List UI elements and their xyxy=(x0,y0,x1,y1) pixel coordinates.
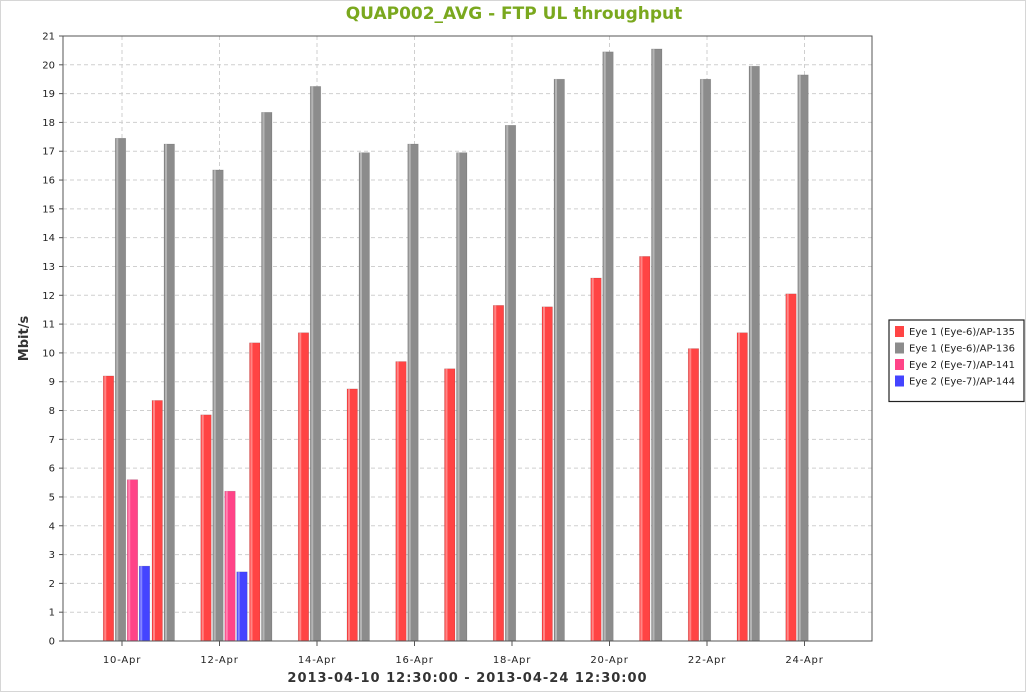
x-axis-ticks: 10-Apr 12-Apr 14-Apr 16-Apr 18-Apr 20-Apr 22-A… xyxy=(103,641,823,666)
bar-highlight xyxy=(299,332,302,641)
x-axis-label: 2013-04-10 12:30:00 - 2013-04-24 12:30:0… xyxy=(287,671,647,686)
bar-highlight xyxy=(640,256,643,641)
y-tick-label: 11 xyxy=(42,320,55,331)
y-tick-label: 6 xyxy=(49,464,55,475)
y-tick-label: 17 xyxy=(42,147,55,158)
y-tick-label: 18 xyxy=(42,118,55,129)
y-tick-label: 3 xyxy=(49,550,55,561)
plot-area xyxy=(62,35,873,642)
bar-highlight xyxy=(445,368,448,641)
y-tick-label: 16 xyxy=(42,176,55,187)
legend-swatch xyxy=(895,326,904,337)
y-tick-label: 5 xyxy=(49,492,55,503)
bar-highlight xyxy=(262,112,265,642)
bar-highlight xyxy=(738,332,740,641)
legend-entry: Eye 2 (Eye-7)/AP-141 xyxy=(909,360,1015,371)
y-tick-label: 1 xyxy=(49,608,55,619)
bar-highlight xyxy=(153,400,155,641)
y-tick-label: 9 xyxy=(49,377,55,388)
y-tick-label: 2 xyxy=(49,579,55,590)
y-tick-label: 13 xyxy=(42,262,55,273)
bar-highlight xyxy=(457,152,460,641)
x-tick-label: 12-Apr xyxy=(200,655,238,666)
bar-highlight xyxy=(506,125,509,642)
legend-swatch xyxy=(895,359,904,370)
y-tick-label: 0 xyxy=(49,637,55,648)
legend-swatch xyxy=(895,342,904,354)
bar-highlight xyxy=(591,278,594,641)
bar-highlight xyxy=(360,152,362,641)
bar-highlight xyxy=(128,479,131,641)
legend-swatch xyxy=(895,375,904,387)
bar-highlight xyxy=(701,79,704,641)
y-tick-label: 19 xyxy=(42,89,55,100)
x-tick-label: 16-Apr xyxy=(395,655,433,666)
bar-highlight xyxy=(348,388,350,641)
bar-highlight xyxy=(689,348,692,641)
bar-highlight xyxy=(543,306,545,641)
bar-highlight xyxy=(213,169,216,641)
x-tick-label: 24-Apr xyxy=(785,655,823,666)
y-tick-label: 8 xyxy=(49,406,55,417)
bar-highlight xyxy=(603,51,606,642)
y-tick-label: 7 xyxy=(49,435,55,446)
y-tick-label: 14 xyxy=(42,233,55,244)
bar-highlight xyxy=(396,361,399,641)
y-tick-label: 10 xyxy=(42,348,55,359)
bar-highlight xyxy=(250,342,253,641)
bar-highlight xyxy=(652,48,655,641)
bar-highlight xyxy=(165,144,167,642)
chart-title: QUAP002_AVG - FTP UL throughput xyxy=(346,4,683,24)
y-axis-label: Mbit/s xyxy=(17,316,32,362)
bar-highlight xyxy=(237,571,240,641)
x-tick-label: 18-Apr xyxy=(493,655,531,666)
legend-entry: Eye 1 (Eye-6)/AP-136 xyxy=(909,344,1015,355)
legend: Eye 1 (Eye-6)/AP-135 Eye 1 (Eye-6)/AP-136… xyxy=(888,319,1025,403)
y-tick-label: 12 xyxy=(42,291,55,302)
y-tick-label: 21 xyxy=(42,32,55,43)
x-tick-label: 22-Apr xyxy=(688,655,726,666)
x-tick-label: 14-Apr xyxy=(298,655,336,666)
bar-highlight xyxy=(494,305,497,641)
bar-highlight xyxy=(750,66,752,641)
x-tick-label: 20-Apr xyxy=(590,655,628,666)
y-tick-label: 20 xyxy=(42,60,55,71)
bar-highlight xyxy=(408,144,411,642)
bar-highlight xyxy=(116,138,119,641)
legend-entry: Eye 1 (Eye-6)/AP-135 xyxy=(909,327,1015,338)
bars xyxy=(102,48,809,642)
bar-highlight xyxy=(104,375,107,641)
bar-highlight xyxy=(311,86,314,641)
bar-highlight xyxy=(140,566,143,641)
x-tick-label: 10-Apr xyxy=(103,655,141,666)
bar-highlight xyxy=(555,79,557,641)
y-tick-label: 15 xyxy=(42,204,55,215)
y-tick-label: 4 xyxy=(49,521,55,532)
bar-highlight xyxy=(225,491,228,641)
legend-box xyxy=(888,319,1025,403)
bar-highlight xyxy=(798,74,801,641)
bar-highlight xyxy=(201,414,204,641)
legend-entry: Eye 2 (Eye-7)/AP-144 xyxy=(909,377,1015,388)
bar-highlight xyxy=(786,293,789,641)
